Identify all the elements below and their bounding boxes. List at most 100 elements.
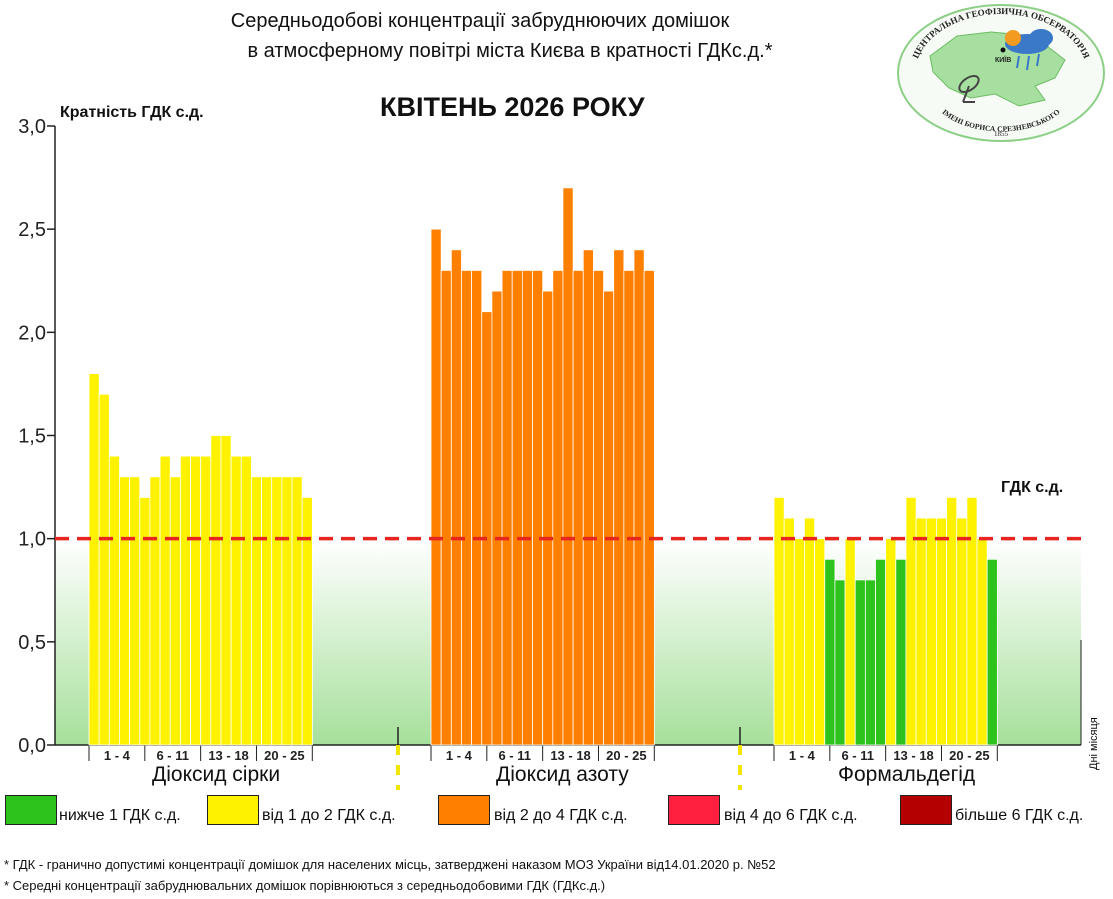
- bar-1-11: [542, 290, 554, 746]
- observatory-logo: КИЇВ ЦЕНТРАЛЬНА ГЕОФІЗИЧНА ОБСЕРВАТОРІЯ …: [897, 4, 1105, 142]
- bar-0-0: [88, 373, 100, 746]
- group-label-nitrogen-dioxide: Діоксид азоту: [496, 763, 629, 786]
- bar-1-17: [603, 290, 615, 746]
- y-tick-label: 3,0: [18, 116, 46, 138]
- y-axis-label: Кратність ГДК с.д.: [60, 104, 204, 121]
- bar-0-6: [149, 476, 161, 746]
- y-tick-label: 1,5: [18, 426, 46, 448]
- bar-1-13: [562, 187, 574, 746]
- bar-2-21: [986, 558, 998, 746]
- bar-2-13: [905, 496, 917, 746]
- y-tick-label: 0,0: [18, 735, 46, 757]
- legend-label: нижче 1 ГДК с.д.: [59, 807, 181, 824]
- legend-swatch: [5, 795, 57, 825]
- legend-label: більше 6 ГДК с.д.: [955, 807, 1084, 824]
- bar-2-10: [875, 558, 887, 746]
- bar-1-4: [471, 270, 483, 746]
- day-group-label: 20 - 25: [264, 748, 304, 763]
- bar-2-11: [885, 538, 897, 746]
- y-tick-label: 1,0: [18, 529, 46, 551]
- bar-2-1: [783, 517, 795, 746]
- bar-0-21: [301, 496, 313, 746]
- bar-1-12: [552, 270, 564, 746]
- bar-0-4: [129, 476, 141, 746]
- y-tick-label: 0,5: [18, 632, 46, 654]
- bar-1-14: [572, 270, 584, 746]
- bar-2-19: [966, 496, 978, 746]
- day-group-label: 13 - 18: [208, 748, 248, 763]
- chart-title-line-1: Середньодобові концентрації забруднюючих…: [230, 10, 730, 32]
- bar-0-14: [230, 455, 242, 746]
- bar-1-18: [613, 249, 625, 746]
- bar-2-15: [925, 517, 937, 746]
- bar-1-3: [461, 270, 473, 746]
- bar-0-9: [179, 455, 191, 746]
- bar-2-9: [864, 579, 876, 746]
- bar-0-10: [190, 455, 202, 746]
- bar-2-6: [834, 579, 846, 746]
- bar-0-12: [210, 435, 222, 746]
- bar-1-7: [501, 270, 513, 746]
- bar-1-0: [430, 228, 442, 746]
- day-group-label: 6 - 11: [156, 748, 189, 763]
- legend-swatch: [900, 795, 952, 825]
- y-tick-label: 2,5: [18, 219, 46, 241]
- bar-0-19: [281, 476, 293, 746]
- bar-1-21: [643, 270, 655, 746]
- logo-year: 1855: [994, 130, 1009, 138]
- bar-2-18: [956, 517, 968, 746]
- bar-2-0: [773, 496, 785, 746]
- legend-swatch: [668, 795, 720, 825]
- day-group-label: 1 - 4: [104, 748, 131, 763]
- group-label-formaldehyde: Формальдегід: [838, 763, 976, 786]
- bar-1-9: [521, 270, 533, 746]
- y-tick-label: 2,0: [18, 322, 46, 344]
- logo-city: КИЇВ: [995, 56, 1011, 64]
- legend-label: від 1 до 2 ГДК с.д.: [262, 807, 396, 824]
- bar-0-16: [250, 476, 262, 746]
- bar-2-16: [936, 517, 948, 746]
- bar-2-4: [814, 538, 826, 746]
- bar-1-20: [633, 249, 645, 746]
- bar-2-12: [895, 558, 907, 746]
- bar-1-19: [623, 270, 635, 746]
- footnote-2: * Середні концентрації забруднювальних д…: [4, 878, 606, 893]
- bar-0-3: [119, 476, 131, 746]
- days-axis-label: Дні місяця: [1088, 717, 1100, 770]
- bar-0-8: [169, 476, 181, 746]
- bar-2-8: [854, 579, 866, 746]
- cloud-icon: [1005, 29, 1053, 71]
- bar-1-8: [511, 270, 523, 746]
- legend-label: від 2 до 4 ГДК с.д.: [494, 807, 628, 824]
- satellite-dish-icon: [958, 75, 980, 103]
- bar-2-2: [793, 538, 805, 746]
- bar-0-11: [200, 455, 212, 746]
- bar-1-16: [593, 270, 605, 746]
- bar-1-1: [440, 270, 452, 746]
- gdk-line-label: ГДК с.д.: [1001, 479, 1064, 496]
- day-group-label: 1 - 4: [789, 748, 816, 763]
- legend-label: від 4 до 6 ГДК с.д.: [724, 807, 858, 824]
- bar-0-5: [139, 496, 151, 746]
- bar-1-15: [582, 249, 594, 746]
- month-title: КВІТЕНЬ 2026 РОКУ: [380, 92, 645, 122]
- bar-1-2: [450, 249, 462, 746]
- day-group-label: 6 - 11: [498, 748, 531, 763]
- bar-0-15: [240, 455, 252, 746]
- bar-0-7: [159, 455, 171, 746]
- day-group-label: 13 - 18: [893, 748, 933, 763]
- bar-1-5: [481, 311, 493, 746]
- legend-swatch: [207, 795, 259, 825]
- day-group-label: 20 - 25: [949, 748, 989, 763]
- day-group-label: 20 - 25: [606, 748, 646, 763]
- bar-0-17: [261, 476, 273, 746]
- bar-0-2: [108, 455, 120, 746]
- day-group-label: 6 - 11: [841, 748, 874, 763]
- bar-1-10: [532, 270, 544, 746]
- bar-0-13: [220, 435, 232, 746]
- bar-0-20: [291, 476, 303, 746]
- bar-2-14: [915, 517, 927, 746]
- bar-0-1: [98, 393, 110, 746]
- bar-2-5: [824, 558, 836, 746]
- chart-title-line-2: в атмосферному повітрі міста Києва в кра…: [247, 40, 773, 62]
